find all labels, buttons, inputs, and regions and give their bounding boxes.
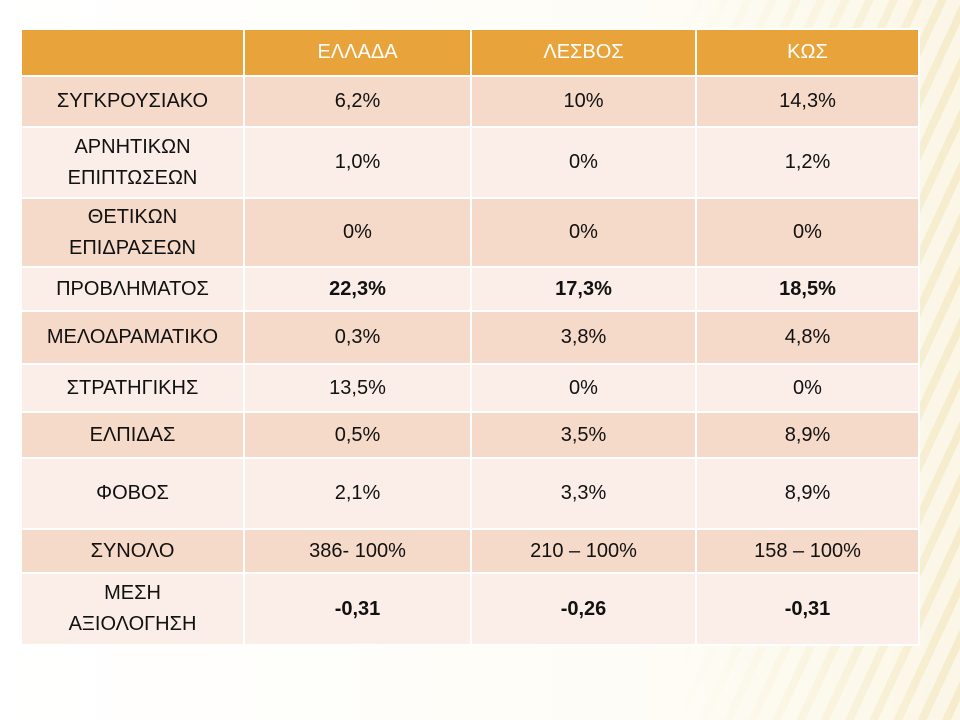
- cell: 6,2%: [243, 75, 472, 128]
- cell: 0%: [470, 126, 697, 199]
- column-header: ΚΩΣ: [695, 28, 920, 77]
- row-label: ΑΡΝΗΤΙΚΩΝ ΕΠΙΠΤΩΣΕΩΝ: [20, 126, 245, 199]
- cell: 14,3%: [695, 75, 920, 128]
- cell: 3,3%: [470, 457, 697, 530]
- row-label: ΜΕΛΟΔΡΑΜΑΤΙΚΟ: [20, 310, 245, 365]
- cell: 0%: [695, 363, 920, 413]
- cell: 0%: [243, 197, 472, 268]
- cell: -0,31: [695, 572, 920, 646]
- cell: 2,1%: [243, 457, 472, 530]
- cell: 158 – 100%: [695, 528, 920, 574]
- row-label: ΕΛΠΙΔΑΣ: [20, 411, 245, 459]
- cell: 1,2%: [695, 126, 920, 199]
- row-label: ΠΡΟΒΛΗΜΑΤΟΣ: [20, 266, 245, 312]
- cell: 3,8%: [470, 310, 697, 365]
- cell: 8,9%: [695, 411, 920, 459]
- cell: 3,5%: [470, 411, 697, 459]
- cell: 8,9%: [695, 457, 920, 530]
- cell: 0%: [470, 197, 697, 268]
- cell: -0,26: [470, 572, 697, 646]
- row-label: ΣΥΓΚΡΟΥΣΙΑΚΟ: [20, 75, 245, 128]
- corner-cell: [20, 28, 245, 77]
- cell: 10%: [470, 75, 697, 128]
- cell: 0,3%: [243, 310, 472, 365]
- table-row: ΦΟΒΟΣ 2,1% 3,3% 8,9%: [20, 457, 920, 530]
- table-row: ΜΕΛΟΔΡΑΜΑΤΙΚΟ 0,3% 3,8% 4,8%: [20, 310, 920, 365]
- table-row: ΠΡΟΒΛΗΜΑΤΟΣ 22,3% 17,3% 18,5%: [20, 266, 920, 312]
- row-label: ΦΟΒΟΣ: [20, 457, 245, 530]
- cell: 210 – 100%: [470, 528, 697, 574]
- cell: 0%: [470, 363, 697, 413]
- cell: 13,5%: [243, 363, 472, 413]
- table-row: ΣΥΝΟΛΟ 386- 100% 210 – 100% 158 – 100%: [20, 528, 920, 574]
- table-row: ΣΤΡΑΤΗΓΙΚΗΣ 13,5% 0% 0%: [20, 363, 920, 413]
- row-label: ΣΥΝΟΛΟ: [20, 528, 245, 574]
- cell: 0%: [695, 197, 920, 268]
- table-row: ΣΥΓΚΡΟΥΣΙΑΚΟ 6,2% 10% 14,3%: [20, 75, 920, 128]
- row-label: ΜΕΣΗ ΑΞΙΟΛΟΓΗΣΗ: [20, 572, 245, 646]
- cell: 1,0%: [243, 126, 472, 199]
- table-row: ΘΕΤΙΚΩΝ ΕΠΙΔΡΑΣΕΩΝ 0% 0% 0%: [20, 197, 920, 268]
- cell: 17,3%: [470, 266, 697, 312]
- table-row: ΑΡΝΗΤΙΚΩΝ ΕΠΙΠΤΩΣΕΩΝ 1,0% 0% 1,2%: [20, 126, 920, 199]
- row-label: ΘΕΤΙΚΩΝ ΕΠΙΔΡΑΣΕΩΝ: [20, 197, 245, 268]
- cell: 386- 100%: [243, 528, 472, 574]
- cell: -0,31: [243, 572, 472, 646]
- cell: 0,5%: [243, 411, 472, 459]
- column-header: ΛΕΣΒΟΣ: [470, 28, 697, 77]
- cell: 22,3%: [243, 266, 472, 312]
- table-row: ΜΕΣΗ ΑΞΙΟΛΟΓΗΣΗ -0,31 -0,26 -0,31: [20, 572, 920, 646]
- cell: 4,8%: [695, 310, 920, 365]
- row-label: ΣΤΡΑΤΗΓΙΚΗΣ: [20, 363, 245, 413]
- table-row: ΕΛΠΙΔΑΣ 0,5% 3,5% 8,9%: [20, 411, 920, 459]
- column-header: ΕΛΛΑΔΑ: [243, 28, 472, 77]
- header-row: ΕΛΛΑΔΑ ΛΕΣΒΟΣ ΚΩΣ: [20, 28, 920, 77]
- data-table: ΕΛΛΑΔΑ ΛΕΣΒΟΣ ΚΩΣ ΣΥΓΚΡΟΥΣΙΑΚΟ 6,2% 10% 14,3%…: [20, 28, 920, 646]
- cell: 18,5%: [695, 266, 920, 312]
